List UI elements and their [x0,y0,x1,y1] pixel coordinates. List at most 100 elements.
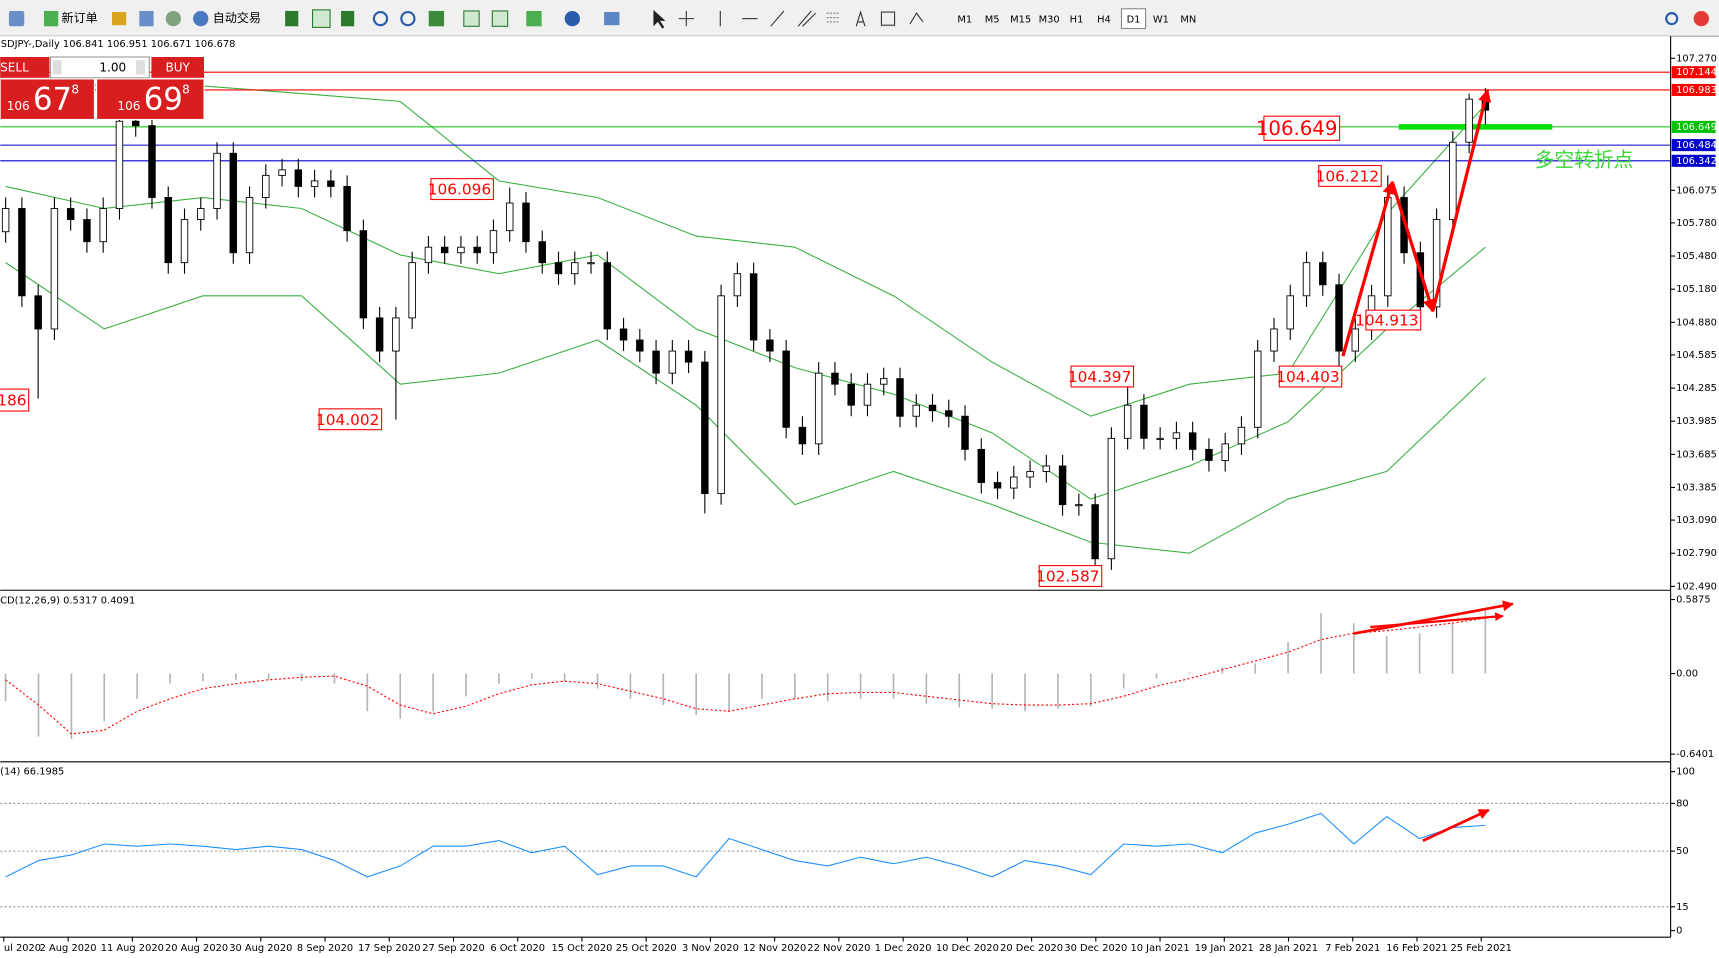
buy-button[interactable] [151,56,205,78]
candle-body [733,273,742,297]
candle-body [343,185,351,232]
y-tick-label: 50 [1676,846,1689,857]
icon[interactable] [526,10,542,27]
annotation: 106.212 [1316,168,1379,186]
candle-body [961,415,969,450]
notification[interactable] [1693,10,1709,27]
ask-big: 106 [117,99,140,113]
x-tick-label: 25 Feb 2021 [1451,943,1512,954]
new-order-button[interactable]: 新订单 [62,10,98,25]
icon[interactable] [564,10,580,27]
x-tick-label: 30 Dec 2020 [1064,943,1127,954]
candle-body [213,152,221,209]
annotation: 104.913 [1355,312,1418,330]
timeframe-button[interactable]: H4 [1097,15,1111,26]
channel-tool[interactable] [797,10,817,27]
bid-box[interactable] [0,78,95,121]
new-order-icon[interactable] [43,10,59,27]
lots-down[interactable] [52,60,62,75]
sell-label[interactable]: SELL [0,60,29,74]
y-tick-label: 104.880 [1676,317,1717,328]
lots-up[interactable] [136,60,145,75]
y-tick-label: 103.985 [1676,416,1717,427]
candle-body [847,383,855,406]
icon[interactable] [491,10,509,27]
auto-trade-icon[interactable] [193,10,209,27]
timeframe-button[interactable]: M5 [985,15,1000,26]
icon[interactable] [463,10,480,27]
y-tick-label: 0 [1676,926,1682,937]
crosshair-tool[interactable] [678,10,694,27]
annotation-box [1070,365,1135,388]
x-tick-label: 2 Aug 2020 [40,943,97,954]
auto-trade-button[interactable]: 自动交易 [213,10,261,25]
candle-body [66,208,75,221]
timeframe-button[interactable]: M30 [1039,15,1060,26]
price-tag [1671,66,1716,79]
fibo-tool[interactable] [826,12,840,23]
timeframe-button[interactable]: H1 [1070,15,1084,26]
icon[interactable] [285,10,299,27]
candle-body [863,383,872,406]
sell-button[interactable] [0,56,50,78]
x-tick-label: 15 Oct 2020 [551,943,612,954]
timeframe-button[interactable]: D1 [1127,15,1141,26]
candle-body [489,230,498,254]
icon[interactable] [165,10,182,27]
candle-body [262,174,270,198]
annotation: 102.587 [1036,568,1099,586]
zoom-in[interactable] [372,10,389,27]
annotation: 多空转折点 [1535,149,1634,172]
x-tick-label: 25 Oct 2020 [616,943,677,954]
timeframe-button[interactable]: M1 [957,15,972,26]
search[interactable] [1665,12,1679,26]
icon[interactable] [341,10,355,27]
timeframe-button[interactable]: M15 [1010,15,1031,26]
y-tick-label: 106.075 [1676,185,1717,196]
arrow-tool[interactable] [909,12,924,25]
y-tick-label: 15 [1676,902,1689,913]
candle-body [1123,404,1132,439]
arrow [1390,181,1436,313]
toolbar-icons [8,9,1709,29]
x-tick-label: 28 Jan 2021 [1259,943,1318,954]
cursor-tool[interactable] [653,9,666,29]
chart-area [0,36,1671,938]
candle-body [684,350,693,363]
candle-body [457,246,465,254]
buy-label[interactable]: BUY [165,60,190,74]
x-tick-label: 27 Sep 2020 [422,943,485,954]
ask-box[interactable] [96,78,205,121]
icon[interactable] [139,10,154,27]
icon[interactable] [111,12,127,26]
lots-input[interactable] [50,56,150,79]
candle-body [668,350,677,374]
candle-body [522,202,530,243]
lots-value[interactable]: 1.00 [99,60,126,74]
candle-body [814,372,823,445]
candle-body [180,219,189,264]
icon[interactable] [311,9,331,28]
plot: 186 104.002 106.096 106.649 106.212 104.913 10… [0,39,1671,908]
label-tool[interactable] [880,11,896,26]
icon[interactable] [604,12,620,26]
candle-body [1302,262,1311,297]
timeframe-button[interactable]: MN [1180,15,1196,26]
trend-arrows [1341,88,1514,842]
annotation-box [1038,565,1103,587]
text-tool[interactable] [855,10,866,27]
ask-pips: 69 [144,82,183,117]
icon[interactable] [8,10,25,27]
y-tick-label: 105.780 [1676,218,1717,229]
y-tick-label: 80 [1676,798,1689,809]
icon[interactable] [428,10,445,27]
zoom-out[interactable] [400,10,416,27]
candle-body [717,295,725,495]
candle-body [83,219,91,243]
panel-header: (14) 66.1985 [0,767,64,778]
candle-body [636,339,644,352]
trendline-tool[interactable] [770,10,785,27]
candle-body [1075,504,1083,507]
timeframe-button[interactable]: W1 [1153,15,1169,26]
